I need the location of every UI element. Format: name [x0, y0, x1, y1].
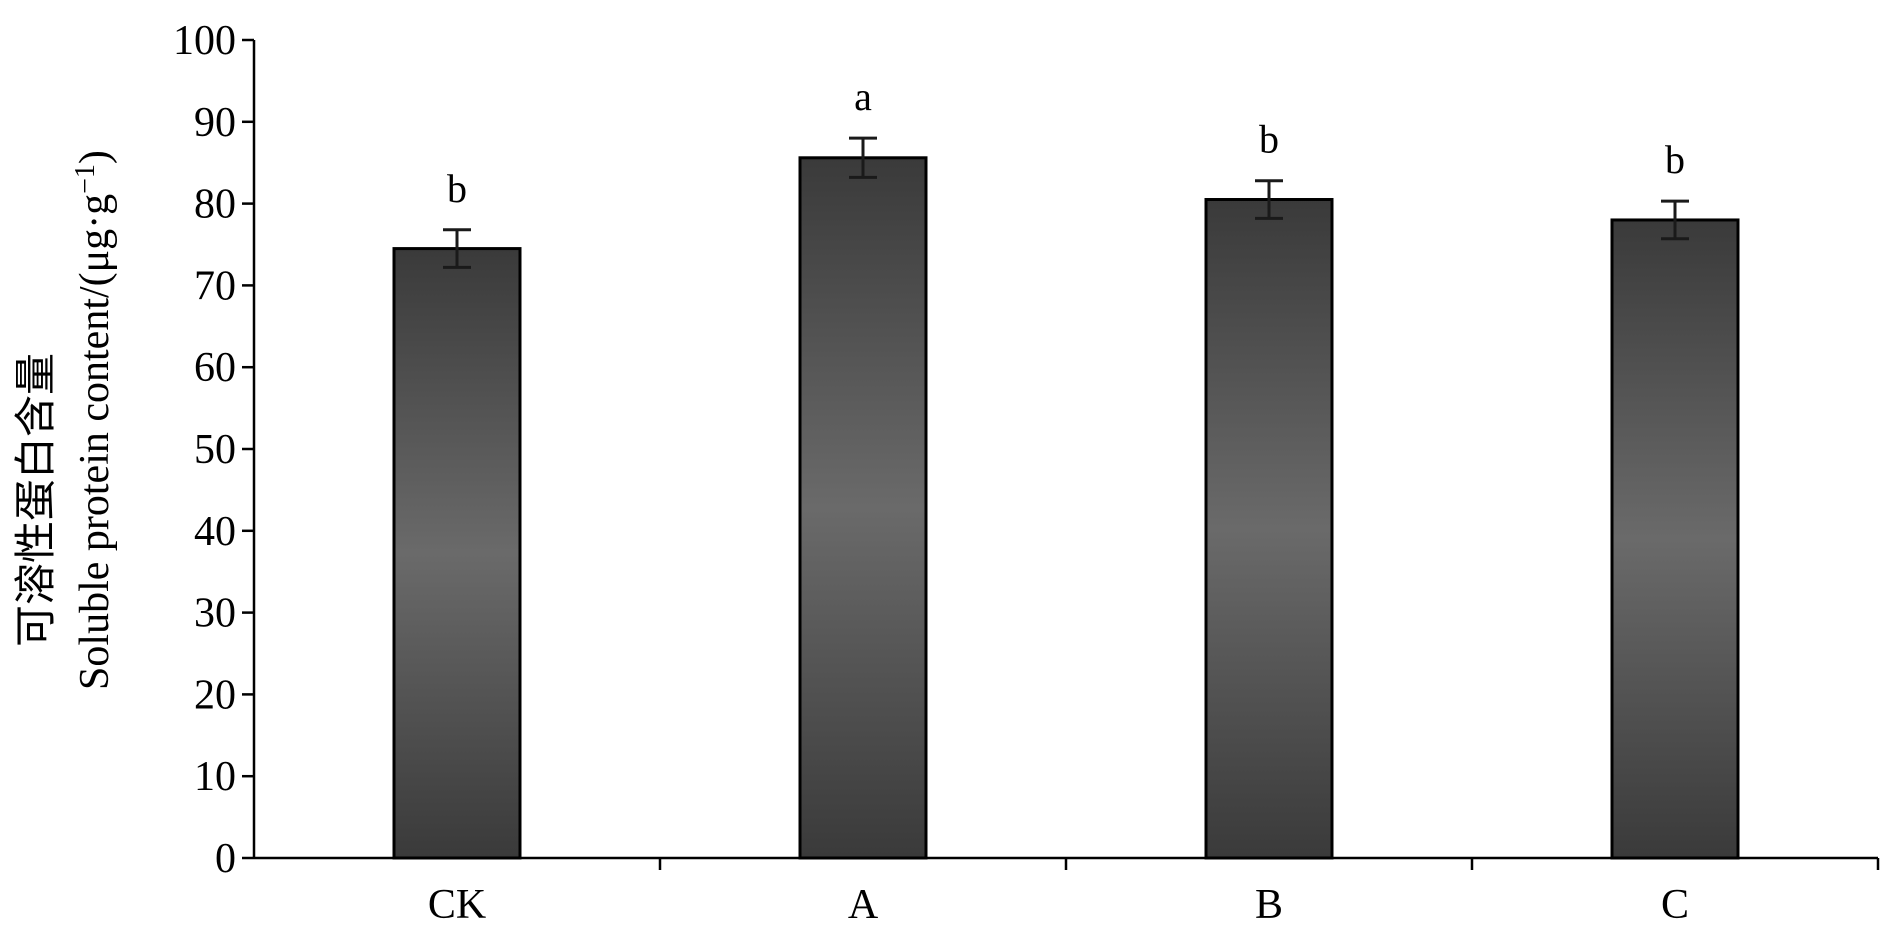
y-axis-label: 可溶性蛋白含量 Soluble protein content/(μg·g−1): [11, 150, 118, 690]
y-tick-label: 100: [173, 18, 236, 64]
y-tick-label: 60: [194, 345, 236, 391]
bar-C: [1610, 218, 1740, 860]
significance-label-B: b: [1259, 117, 1279, 162]
axes: 0 10 20 30 40 50 60 70 80 90 100: [173, 18, 1880, 882]
y-tick-label: 30: [194, 591, 236, 637]
y-tick-label: 50: [194, 427, 236, 473]
y-axis-label-sup: −1: [70, 164, 101, 194]
y-axis-label-en: Soluble protein content/(μg·g−1): [70, 150, 118, 690]
significance-label-CK: b: [447, 166, 467, 211]
y-axis-label-end: ): [72, 150, 118, 164]
bars: [392, 136, 1740, 860]
x-tick-label-B: B: [1255, 882, 1283, 928]
y-axis-label-en-main: Soluble protein content/(μg·g: [72, 194, 118, 690]
y-tick-label: 80: [194, 182, 236, 228]
significance-label-C: b: [1665, 137, 1685, 182]
x-tick-label-C: C: [1661, 882, 1689, 928]
y-tick-label: 70: [194, 263, 236, 309]
y-axis-label-cn: 可溶性蛋白含量: [11, 353, 60, 647]
bar-CK: [392, 247, 522, 860]
labels: b CK a Ab Bb C: [428, 74, 1689, 928]
significance-label-A: a: [854, 74, 872, 119]
y-tick-label: 0: [215, 836, 236, 882]
bar-B: [1204, 198, 1334, 860]
x-tick-label-CK: CK: [428, 882, 486, 928]
y-tick-label: 20: [194, 672, 236, 718]
x-tick-label-A: A: [848, 882, 879, 928]
bar-A: [798, 156, 928, 860]
y-tick-label: 40: [194, 509, 236, 555]
y-tick-label: 90: [194, 100, 236, 146]
y-tick-label: 10: [194, 754, 236, 800]
